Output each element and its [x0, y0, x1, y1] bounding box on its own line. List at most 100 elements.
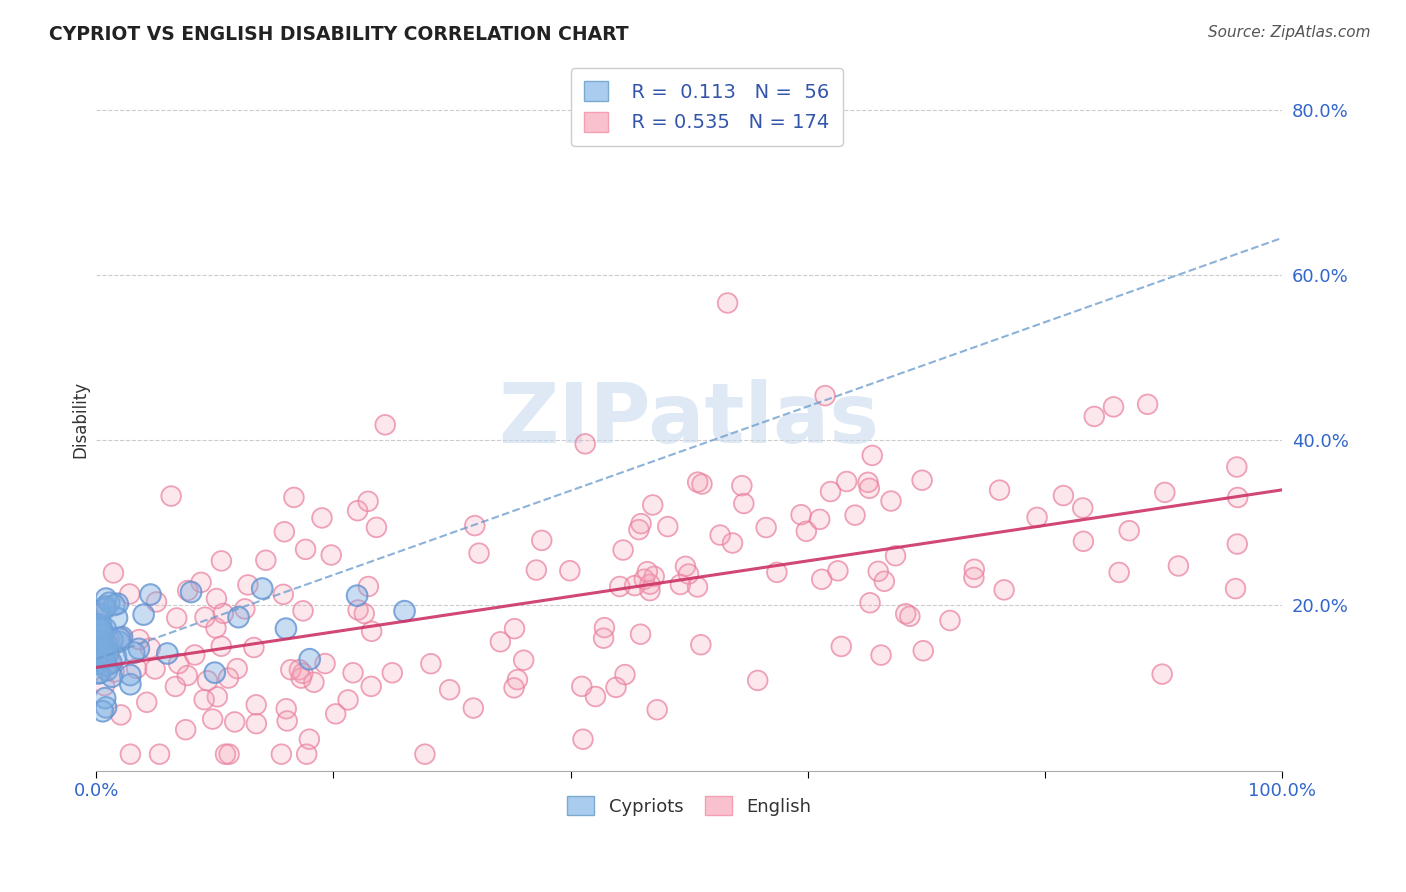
- Point: [254, 553, 277, 567]
- Point: [90, 622, 112, 636]
- Point: [439, 682, 461, 697]
- Point: [1083, 409, 1105, 424]
- Point: [86, 657, 108, 671]
- Point: [124, 646, 146, 660]
- Point: [884, 549, 907, 563]
- Point: [96, 638, 118, 652]
- Point: [124, 646, 146, 660]
- Point: [94, 691, 117, 706]
- Point: [156, 647, 179, 661]
- Point: [89, 621, 111, 635]
- Point: [311, 511, 333, 525]
- Point: [820, 484, 842, 499]
- Point: [205, 591, 228, 606]
- Point: [585, 690, 607, 704]
- Point: [1226, 537, 1249, 551]
- Point: [1226, 491, 1249, 505]
- Point: [86, 621, 108, 635]
- Point: [90, 632, 112, 647]
- Point: [464, 518, 486, 533]
- Point: [1073, 534, 1095, 549]
- Point: [111, 630, 134, 644]
- Point: [91, 640, 114, 655]
- Point: [1102, 400, 1125, 414]
- Point: [86, 634, 108, 648]
- Point: [686, 580, 709, 594]
- Point: [245, 716, 267, 731]
- Point: [731, 478, 754, 492]
- Point: [120, 668, 142, 682]
- Point: [214, 747, 236, 761]
- Point: [794, 524, 817, 539]
- Point: [128, 632, 150, 647]
- Point: [963, 562, 986, 576]
- Point: [197, 673, 219, 688]
- Legend: Cypriots, English: Cypriots, English: [558, 788, 821, 825]
- Point: [226, 662, 249, 676]
- Point: [898, 609, 921, 624]
- Point: [1108, 566, 1130, 580]
- Point: [911, 473, 934, 487]
- Point: [94, 599, 117, 614]
- Point: [128, 641, 150, 656]
- Point: [530, 533, 553, 548]
- Point: [298, 652, 321, 666]
- Point: [747, 673, 769, 688]
- Point: [271, 587, 294, 601]
- Point: [233, 602, 256, 616]
- Point: [1118, 524, 1140, 538]
- Point: [353, 607, 375, 621]
- Point: [217, 671, 239, 685]
- Point: [280, 663, 302, 677]
- Point: [193, 692, 215, 706]
- Point: [103, 665, 125, 679]
- Point: [94, 602, 117, 616]
- Point: [125, 661, 148, 675]
- Point: [381, 665, 404, 680]
- Point: [755, 520, 778, 534]
- Point: [860, 449, 883, 463]
- Point: [709, 528, 731, 542]
- Point: [291, 666, 314, 681]
- Point: [1167, 558, 1189, 573]
- Point: [228, 610, 250, 624]
- Point: [374, 417, 396, 432]
- Point: [174, 723, 197, 737]
- Point: [1225, 582, 1247, 596]
- Point: [209, 639, 232, 653]
- Point: [214, 747, 236, 761]
- Point: [89, 665, 111, 680]
- Point: [273, 524, 295, 539]
- Point: [91, 640, 114, 655]
- Point: [873, 574, 896, 589]
- Point: [835, 475, 858, 489]
- Point: [145, 595, 167, 609]
- Point: [91, 626, 114, 640]
- Point: [167, 657, 190, 671]
- Point: [612, 543, 634, 558]
- Point: [1052, 489, 1074, 503]
- Point: [160, 489, 183, 503]
- Point: [94, 651, 117, 665]
- Point: [270, 747, 292, 761]
- Point: [236, 578, 259, 592]
- Point: [357, 494, 380, 508]
- Point: [87, 666, 110, 681]
- Point: [90, 623, 112, 637]
- Point: [766, 566, 789, 580]
- Point: [360, 679, 382, 693]
- Point: [91, 646, 114, 660]
- Point: [686, 475, 709, 490]
- Point: [844, 508, 866, 523]
- Point: [859, 596, 882, 610]
- Point: [524, 563, 547, 577]
- Point: [86, 657, 108, 671]
- Point: [347, 603, 370, 617]
- Point: [689, 638, 711, 652]
- Point: [94, 622, 117, 636]
- Point: [180, 585, 202, 599]
- Point: [276, 702, 298, 716]
- Point: [176, 668, 198, 682]
- Point: [638, 583, 661, 598]
- Point: [205, 591, 228, 606]
